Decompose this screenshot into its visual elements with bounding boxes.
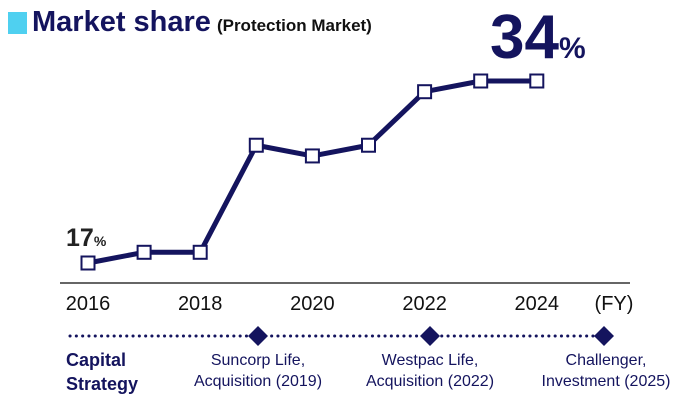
data-point xyxy=(529,73,545,89)
end-unit: % xyxy=(558,32,586,65)
event-line1: Westpac Life, xyxy=(381,352,479,369)
data-point xyxy=(136,244,152,260)
x-tick-label: 2016 xyxy=(66,293,111,315)
end-value-label: 34% xyxy=(490,2,586,73)
data-point xyxy=(473,73,489,89)
timeline-label-line2: Strategy xyxy=(66,374,139,394)
data-point xyxy=(361,137,376,153)
title-marker xyxy=(8,12,27,34)
start-unit: % xyxy=(93,233,107,249)
end-value: 34 xyxy=(490,3,559,72)
x-tick-label: 2020 xyxy=(290,293,335,315)
subtitle: (Protection Market) xyxy=(216,16,372,35)
timeline-label-line1: Capital xyxy=(66,350,127,370)
timeline-diamond-marker xyxy=(248,326,268,346)
data-point xyxy=(417,84,433,100)
x-tick-label: 2024 xyxy=(515,293,560,315)
x-tick-label: 2018 xyxy=(178,293,223,315)
data-point xyxy=(248,137,264,153)
timeline-diamond-marker xyxy=(420,326,440,346)
data-point xyxy=(192,244,208,260)
timeline-diamond-marker xyxy=(594,326,614,346)
x-axis-label: (FY) xyxy=(595,293,634,315)
start-value: 17 xyxy=(66,224,94,252)
timeline-event: Westpac Life, Acquisition (2022) xyxy=(340,350,520,392)
data-point xyxy=(80,255,96,271)
x-tick-label: 2022 xyxy=(402,293,447,315)
timeline-event: Challenger, Investment (2025) xyxy=(516,350,690,392)
event-line2: Acquisition (2019) xyxy=(193,373,323,390)
event-line1: Challenger, xyxy=(565,352,647,369)
data-point xyxy=(304,148,320,164)
series-line xyxy=(87,78,537,266)
event-line2: Acquisition (2022) xyxy=(365,373,495,390)
timeline-label: Capital Strategy xyxy=(66,348,138,396)
title-text: Market share xyxy=(32,6,211,38)
timeline-event: Suncorp Life, Acquisition (2019) xyxy=(168,350,348,392)
event-line1: Suncorp Life, xyxy=(210,352,306,369)
chart-title: Market share (Protection Market) xyxy=(32,6,372,39)
start-value-label: 17% xyxy=(66,224,106,253)
event-line2: Investment (2025) xyxy=(541,373,671,390)
